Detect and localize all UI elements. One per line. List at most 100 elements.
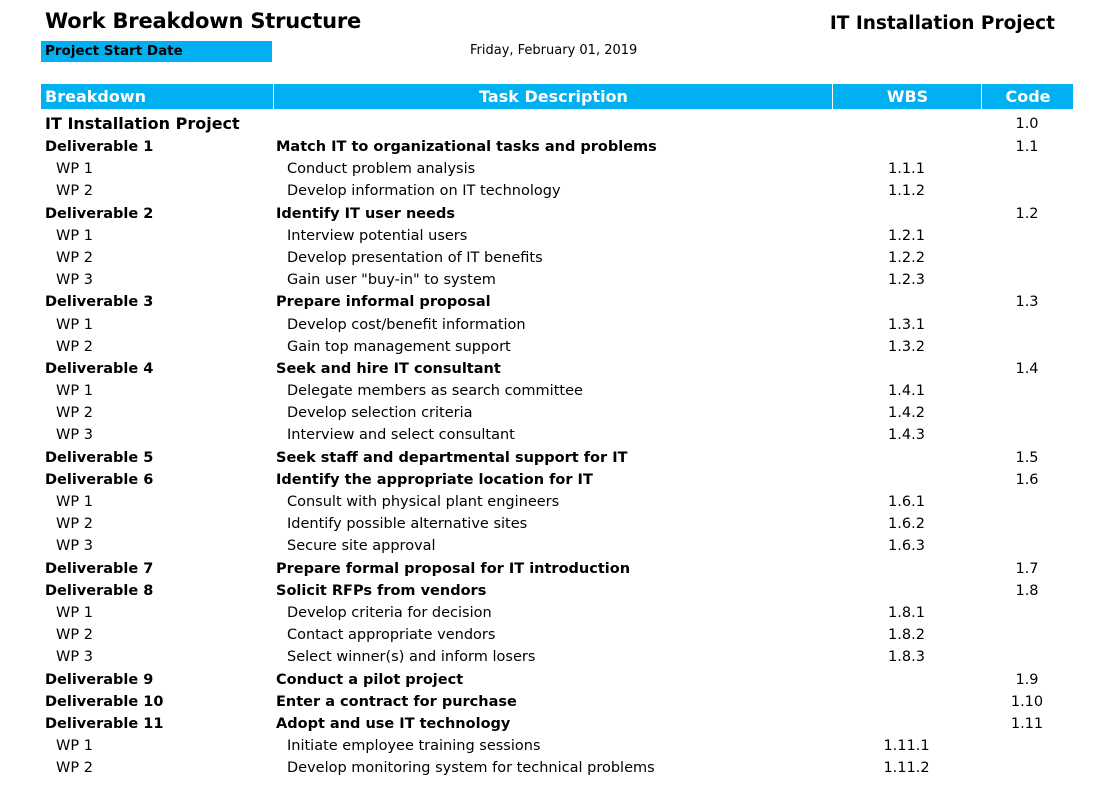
breakdown-cell[interactable]: WP 2 <box>56 760 93 777</box>
breakdown-cell[interactable]: WP 1 <box>56 227 93 244</box>
breakdown-cell[interactable]: Deliverable 4 <box>45 360 154 377</box>
code-cell[interactable]: 1.5 <box>1015 449 1039 466</box>
breakdown-cell[interactable]: Deliverable 10 <box>45 693 164 710</box>
project-title: IT Installation Project <box>829 13 1055 34</box>
breakdown-cell[interactable]: WP 2 <box>56 249 93 266</box>
wbs-cell[interactable]: 1.8.2 <box>888 627 925 644</box>
code-cell[interactable]: 1.6 <box>1015 471 1039 488</box>
task-description-cell[interactable]: Match IT to organizational tasks and pro… <box>276 139 657 155</box>
task-description-cell[interactable]: Solicit RFPs from vendors <box>276 582 487 599</box>
breakdown-cell[interactable]: WP 1 <box>56 316 93 333</box>
table-row: WP 1 Conduct problem analysis 1.1.1 <box>41 158 1073 180</box>
task-description-cell[interactable]: Consult with physical plant engineers <box>287 494 560 510</box>
task-description-cell[interactable]: Delegate members as search committee <box>287 383 583 400</box>
task-description-cell[interactable]: Enter a contract for purchase <box>276 693 517 710</box>
task-description-cell[interactable]: Prepare informal proposal <box>276 294 491 311</box>
wbs-cell[interactable]: 1.11.1 <box>883 738 930 755</box>
task-description-cell[interactable]: Develop criteria for decision <box>287 604 492 621</box>
wbs-cell[interactable]: 1.6.2 <box>888 516 925 533</box>
task-description-cell[interactable]: Develop cost/benefit information <box>287 316 526 333</box>
table-row: Deliverable 10 Enter a contract for purch… <box>41 691 1073 713</box>
breakdown-cell[interactable]: WP 3 <box>56 272 93 289</box>
breakdown-cell[interactable]: Deliverable 6 <box>45 471 154 488</box>
project-start-date-value[interactable]: Friday, February 01, 2019 <box>470 43 638 58</box>
wbs-cell[interactable]: 1.4.2 <box>888 405 925 422</box>
breakdown-cell[interactable]: WP 3 <box>56 538 93 555</box>
breakdown-cell[interactable]: WP 3 <box>56 649 93 666</box>
breakdown-cell[interactable]: Deliverable 8 <box>45 582 154 599</box>
table-row: WP 3 Interview and select consultant 1.4.3 <box>41 424 1073 446</box>
code-cell[interactable]: 1.9 <box>1015 671 1039 688</box>
breakdown-cell[interactable]: IT Installation Project <box>45 114 240 133</box>
task-description-cell[interactable]: Secure site approval <box>287 538 436 555</box>
wbs-cell[interactable]: 1.3.1 <box>888 316 925 333</box>
task-description-cell[interactable]: Adopt and use IT technology <box>276 715 511 732</box>
wbs-cell[interactable]: 1.2.2 <box>888 249 925 266</box>
breakdown-cell[interactable]: WP 2 <box>56 516 93 533</box>
breakdown-cell[interactable]: WP 2 <box>56 183 93 200</box>
task-description-cell[interactable]: Develop selection criteria <box>287 405 473 422</box>
wbs-cell[interactable]: 1.11.2 <box>883 760 930 777</box>
code-cell[interactable]: 1.8 <box>1015 582 1039 599</box>
code-cell[interactable]: 1.4 <box>1015 360 1039 377</box>
task-description-cell[interactable]: Identify IT user needs <box>276 205 455 222</box>
task-description-cell[interactable]: Identify the appropriate location for IT <box>276 471 593 488</box>
breakdown-cell[interactable]: Deliverable 3 <box>45 294 154 311</box>
table-row: WP 1 Initiate employee training sessions 1… <box>41 735 1073 757</box>
wbs-cell[interactable]: 1.8.3 <box>888 649 925 666</box>
task-description-cell[interactable]: Identify possible alternative sites <box>287 516 528 533</box>
wbs-cell[interactable]: 1.4.1 <box>888 383 925 400</box>
breakdown-cell[interactable]: WP 2 <box>56 338 93 355</box>
breakdown-cell[interactable]: WP 1 <box>56 604 93 621</box>
table-row: Deliverable 8 Solicit RFPs from vendors 1.… <box>41 580 1073 602</box>
wbs-cell[interactable]: 1.4.3 <box>888 427 925 444</box>
task-description-cell[interactable]: Develop monitoring system for technical … <box>287 760 655 777</box>
task-description-cell[interactable]: Select winner(s) and inform losers <box>287 649 536 666</box>
wbs-cell[interactable]: 1.3.2 <box>888 338 925 355</box>
task-description-cell[interactable]: Gain user "buy-in" to system <box>287 272 496 289</box>
code-cell[interactable]: 1.11 <box>1010 715 1044 732</box>
code-cell[interactable]: 1.7 <box>1015 560 1039 577</box>
table-row: IT Installation Project 1.0 <box>41 113 1073 136</box>
wbs-cell[interactable]: 1.2.3 <box>888 272 925 289</box>
breakdown-cell[interactable]: WP 2 <box>56 627 93 644</box>
code-cell[interactable]: 1.2 <box>1015 205 1039 222</box>
wbs-cell[interactable]: 1.8.1 <box>888 604 925 621</box>
wbs-cell[interactable]: 1.2.1 <box>888 227 925 244</box>
column-header-breakdown: Breakdown <box>45 87 146 106</box>
task-description-cell[interactable]: Interview and select consultant <box>287 427 515 444</box>
task-description-cell[interactable]: Develop presentation of IT benefits <box>287 249 543 266</box>
table-row: WP 3 Gain user "buy-in" to system 1.2.3 <box>41 269 1073 291</box>
wbs-cell[interactable]: 1.1.2 <box>888 183 925 200</box>
task-description-cell[interactable]: Interview potential users <box>287 227 468 244</box>
task-description-cell[interactable]: Seek and hire IT consultant <box>276 360 501 377</box>
table-row: WP 1 Develop cost/benefit information 1.3.… <box>41 314 1073 336</box>
wbs-cell[interactable]: 1.6.3 <box>888 538 925 555</box>
task-description-cell[interactable]: Conduct problem analysis <box>287 161 476 178</box>
code-cell[interactable]: 1.1 <box>1015 139 1039 155</box>
breakdown-cell[interactable]: WP 3 <box>56 427 93 444</box>
breakdown-cell[interactable]: WP 1 <box>56 738 93 755</box>
breakdown-cell[interactable]: WP 1 <box>56 161 93 178</box>
breakdown-cell[interactable]: Deliverable 7 <box>45 560 154 577</box>
code-cell[interactable]: 1.10 <box>1010 693 1044 710</box>
wbs-cell[interactable]: 1.6.1 <box>888 494 925 510</box>
wbs-cell[interactable]: 1.1.1 <box>888 161 925 178</box>
code-cell[interactable]: 1.0 <box>1015 116 1039 132</box>
breakdown-cell[interactable]: WP 2 <box>56 405 93 422</box>
task-description-cell[interactable]: Initiate employee training sessions <box>287 738 541 755</box>
task-description-cell[interactable]: Prepare formal proposal for IT introduct… <box>276 560 631 577</box>
breakdown-cell[interactable]: Deliverable 5 <box>45 449 154 466</box>
breakdown-cell[interactable]: WP 1 <box>56 383 93 400</box>
task-description-cell[interactable]: Contact appropriate vendors <box>287 627 496 644</box>
breakdown-cell[interactable]: Deliverable 11 <box>45 715 164 732</box>
breakdown-cell[interactable]: Deliverable 1 <box>45 139 154 155</box>
task-description-cell[interactable]: Develop information on IT technology <box>287 183 561 200</box>
task-description-cell[interactable]: Gain top management support <box>287 338 511 355</box>
breakdown-cell[interactable]: WP 1 <box>56 494 93 510</box>
code-cell[interactable]: 1.3 <box>1015 294 1039 311</box>
task-description-cell[interactable]: Seek staff and departmental support for … <box>276 449 628 466</box>
task-description-cell[interactable]: Conduct a pilot project <box>276 671 464 688</box>
breakdown-cell[interactable]: Deliverable 2 <box>45 205 154 222</box>
breakdown-cell[interactable]: Deliverable 9 <box>45 671 154 688</box>
